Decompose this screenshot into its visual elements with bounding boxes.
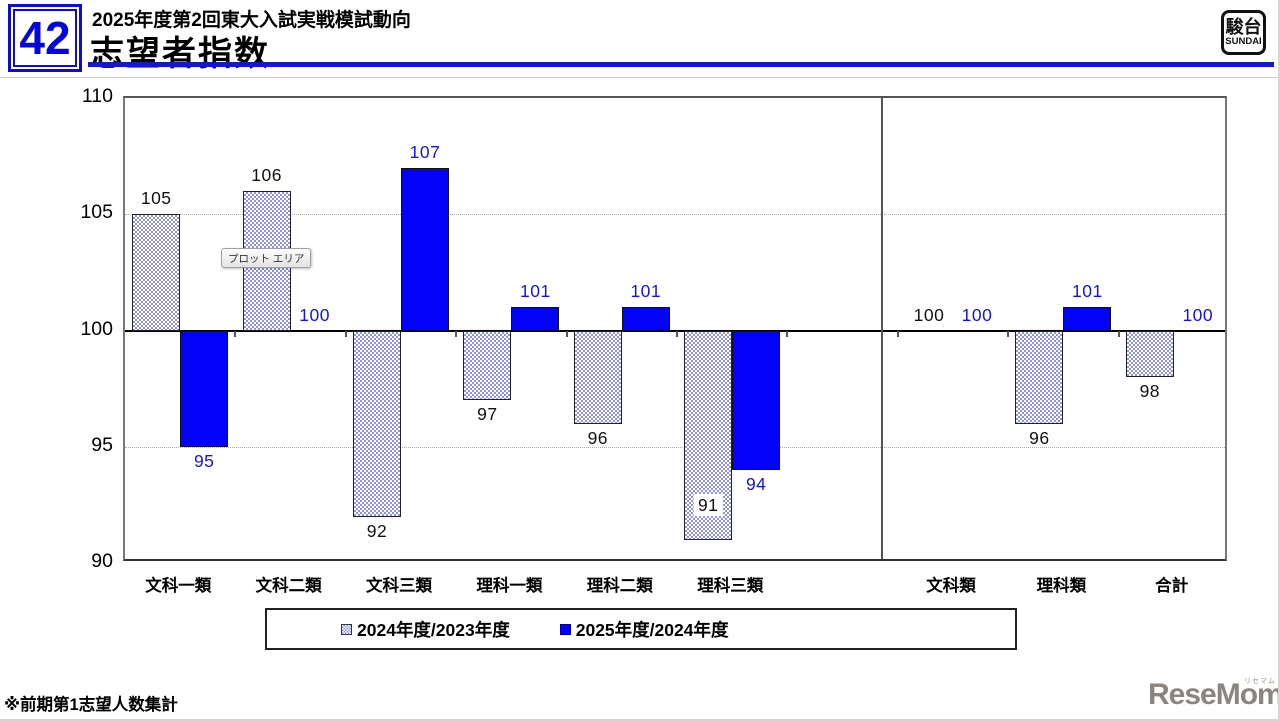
slide-number-inner-frame: 42: [13, 9, 77, 67]
category-label: 文科類: [926, 577, 976, 595]
bar-value-label: 95: [193, 450, 215, 471]
group-divider-line: [881, 98, 883, 559]
resemom-logo-ruby: リセマム: [1244, 678, 1277, 685]
resemom-logo: リセマム ReseMom.: [1148, 678, 1280, 712]
y-axis-label: 105: [80, 201, 113, 224]
legend-swatch-solid-icon: [559, 623, 571, 635]
category-label: 文科二類: [255, 577, 322, 595]
category-label: 文科三類: [365, 577, 432, 595]
axis-tick: [565, 330, 568, 337]
category-label: 理科三類: [697, 577, 764, 595]
bar-value-label: 92: [366, 520, 388, 541]
axis-tick: [455, 330, 458, 337]
bar-solid: [621, 307, 670, 331]
y-axis-label: 110: [81, 85, 113, 107]
legend-label-2025: 2025年度/2024年度: [575, 619, 729, 640]
y-axis-label: 95: [91, 433, 113, 456]
header-subtitle: 2025年度第2回東大入試実戦模試動向: [92, 10, 411, 31]
bar-value-label: 91: [693, 493, 723, 516]
bar-value-label: 100: [299, 304, 330, 325]
category-label: 文科一類: [145, 577, 212, 595]
axis-tick: [786, 330, 789, 337]
axis-tick: [344, 330, 347, 337]
bar-solid: [401, 167, 449, 331]
category-label: 理科一類: [476, 577, 543, 595]
bar-solid: [732, 330, 781, 470]
gridline: [125, 446, 1225, 448]
legend-entry-2025: 2025年度/2024年度: [559, 617, 729, 642]
legend: 2024年度/2023年度 2025年度/2024年度: [265, 608, 1017, 650]
axis-tick: [676, 330, 678, 337]
page-title: 志望者指数: [90, 35, 270, 73]
bar-hatched: [463, 330, 512, 401]
plot-area: 105 106 92 97 96 91 100 96 98 95 100 107 101 101 94 100…: [123, 96, 1227, 561]
axis-tick: [234, 330, 237, 337]
bar-value-label: 94: [745, 474, 767, 494]
gridline: [125, 214, 1225, 216]
bar-value-label: 101: [630, 281, 662, 302]
bar-value-label: 101: [1072, 281, 1103, 302]
resemom-logo-word: ReseMom.: [1148, 678, 1280, 711]
bar-hatched: [1125, 330, 1174, 377]
header-divider-line: [0, 77, 1278, 78]
sundai-logo-kanji: 駿台: [1225, 17, 1262, 38]
bar-value-label: 97: [477, 404, 498, 425]
plot-area-tooltip-label: プロット エリア: [228, 252, 305, 265]
bar-value-label: 96: [1029, 427, 1050, 448]
bar-solid: [511, 307, 560, 331]
bar-value-label: 100: [961, 304, 993, 325]
sundai-logo: 駿台 SUNDAI: [1221, 10, 1266, 55]
category-label: 理科類: [1036, 577, 1087, 595]
axis-tick: [1007, 330, 1010, 337]
bar-value-label: 107: [409, 141, 441, 162]
slide-number: 42: [19, 12, 71, 64]
bar-value-label: 98: [1139, 381, 1161, 401]
bar-value-label: 101: [520, 281, 551, 302]
plot-area-tooltip: プロット エリア: [221, 248, 312, 268]
bar-solid: [180, 330, 229, 447]
y-axis-label: 100: [80, 317, 113, 340]
footnote: ※前期第1志望人数集計: [4, 696, 178, 714]
axis-tick: [1117, 330, 1120, 337]
bar-value-label: 100: [913, 304, 945, 325]
bar-solid: [1063, 307, 1112, 331]
slide-number-box: 42: [8, 4, 82, 72]
bar-hatched: [132, 214, 181, 331]
category-label: 合計: [1155, 577, 1189, 595]
bar-hatched: [573, 330, 622, 424]
legend-entry-2024: 2024年度/2023年度: [341, 617, 510, 642]
title-underline: [88, 62, 1274, 67]
bar-hatched: [1015, 330, 1064, 424]
bar-value-label: 100: [1182, 304, 1214, 325]
bar-hatched: [353, 330, 401, 517]
legend-label-2024: 2024年度/2023年度: [357, 619, 510, 640]
bar-value-label: 106: [251, 165, 282, 185]
axis-tick: [896, 330, 899, 337]
baseline-axis: [125, 329, 1225, 332]
sundai-logo-roman: SUNDAI: [1225, 36, 1262, 48]
bar-value-label: 105: [140, 188, 172, 209]
legend-swatch-hatched-icon: [341, 623, 352, 635]
bar-value-label: 96: [587, 427, 609, 448]
category-label: 理科二類: [586, 577, 653, 595]
y-axis-label: 90: [91, 550, 113, 572]
